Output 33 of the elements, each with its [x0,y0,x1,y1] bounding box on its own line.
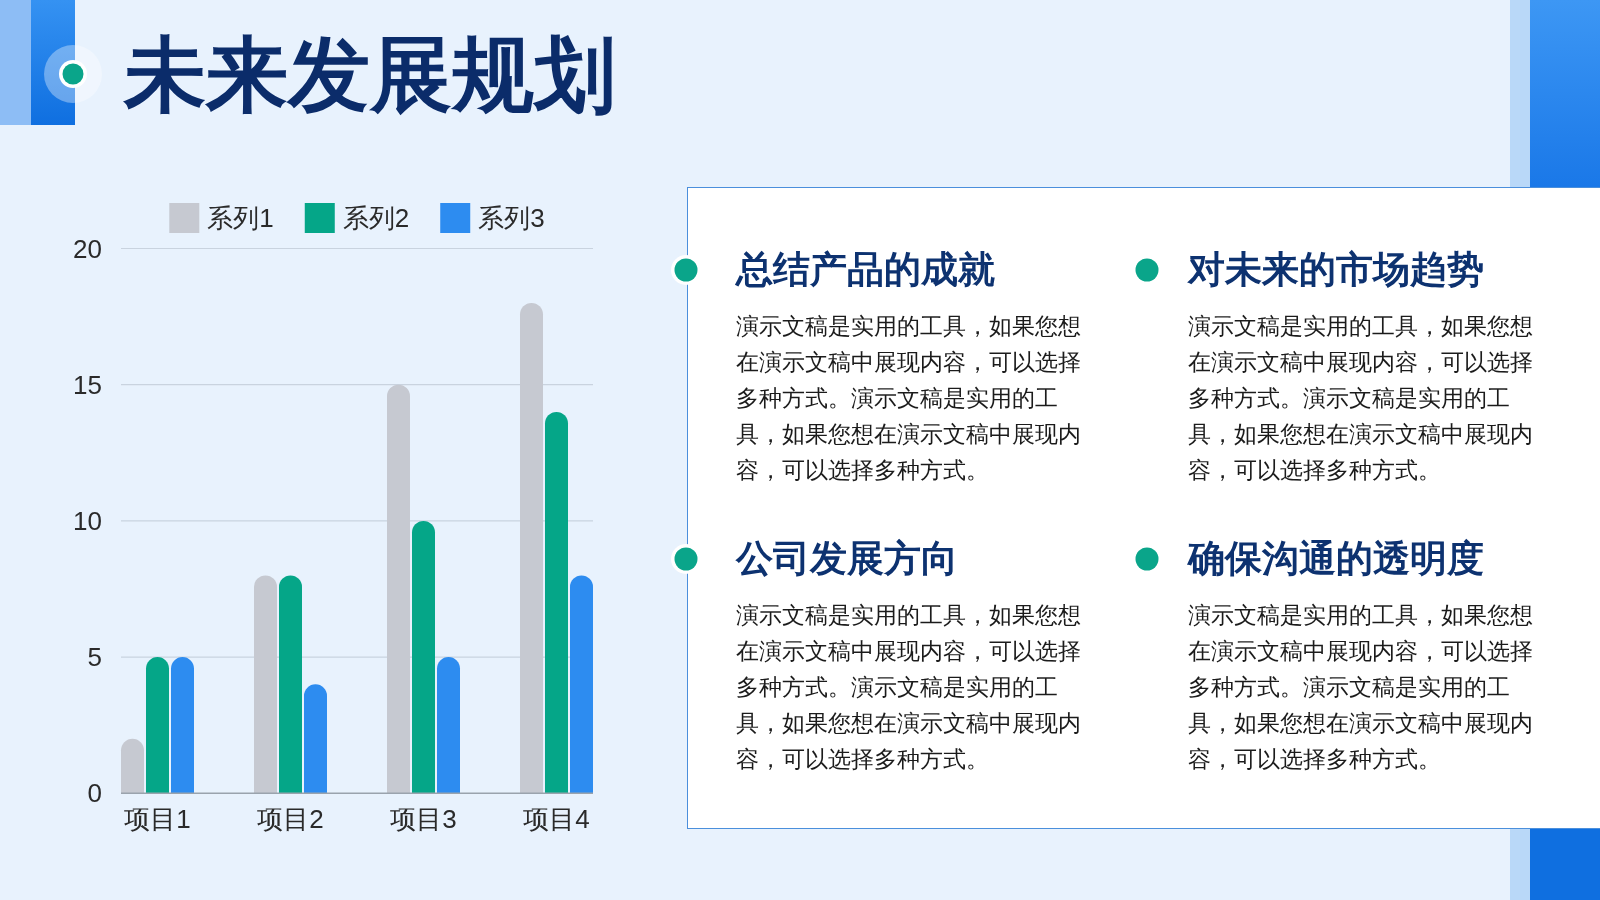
bar [254,575,277,794]
bar [304,684,327,794]
bar [520,303,543,794]
y-tick-label: 5 [87,642,102,673]
card-heading: 对未来的市场趋势 [1188,248,1484,292]
x-tick-label: 项目1 [124,804,191,834]
bar [570,575,593,794]
chart-title: 未来发展规划 [122,28,616,120]
card-heading: 总结产品的成就 [736,248,995,292]
x-tick-label: 项目3 [390,804,457,834]
x-tick-label: 项目2 [257,804,324,834]
y-tick-label: 20 [73,233,102,264]
card-text: 演示文稿是实用的工具，如果您想在演示文稿中展现内容，可以选择多种方式。演示文稿是实用的工具，如果您想在演示文稿中展现内容，可以选择多种方式。 [736,602,1082,774]
x-tick-label: 项目4 [523,804,590,834]
legend-label: 系列2 [342,203,410,233]
card-heading: 确保沟通的透明度 [1188,537,1484,581]
bar [146,657,169,794]
card-text: 演示文稿是实用的工具，如果您想在演示文稿中展现内容，可以选择多种方式。演示文稿是实用的工具，如果您想在演示文稿中展现内容，可以选择多种方式。 [1188,313,1534,485]
y-tick-label: 0 [87,778,102,809]
bar [437,657,460,794]
card-heading: 公司发展方向 [736,537,958,581]
bar [387,384,410,794]
bar [121,738,144,794]
bar [412,520,435,794]
card-text: 演示文稿是实用的工具，如果您想在演示文稿中展现内容，可以选择多种方式。演示文稿是实用的工具，如果您想在演示文稿中展现内容，可以选择多种方式。 [1188,602,1534,774]
bar [545,411,568,794]
legend-label: 系列1 [207,203,274,233]
bar [171,657,194,794]
bar [279,575,302,794]
y-tick-label: 10 [73,505,102,536]
y-tick-label: 15 [73,369,102,400]
legend-label: 系列3 [478,203,545,233]
card-text: 演示文稿是实用的工具，如果您想在演示文稿中展现内容，可以选择多种方式。演示文稿是实用的工具，如果您想在演示文稿中展现内容，可以选择多种方式。 [736,313,1082,485]
